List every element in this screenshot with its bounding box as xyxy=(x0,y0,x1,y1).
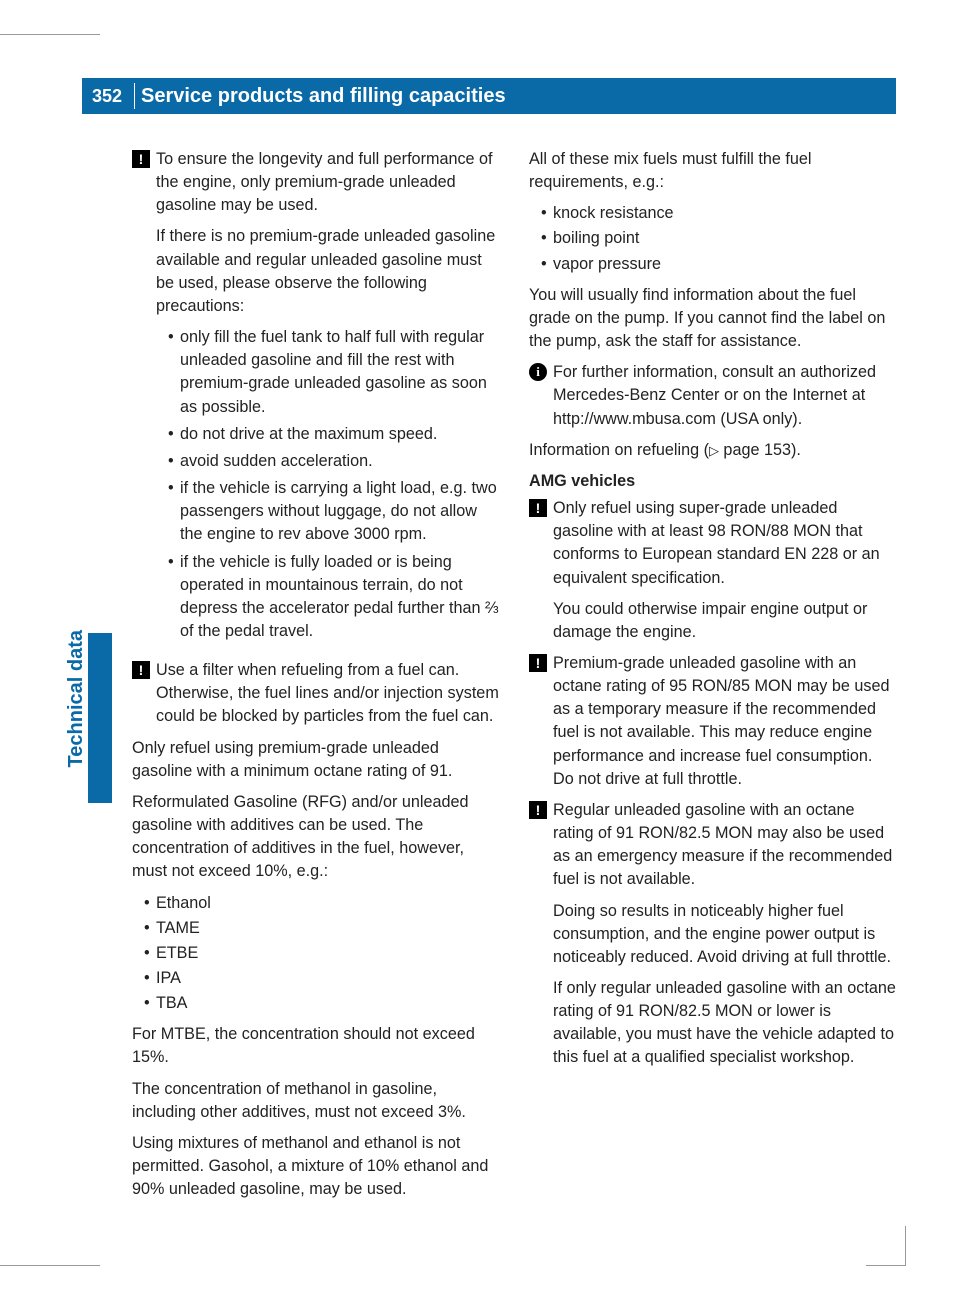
warning-note: ! Only refuel using super-grade unleaded… xyxy=(529,497,896,644)
page-number: 352 xyxy=(82,78,132,114)
body-content: ! To ensure the longevity and full perfo… xyxy=(132,148,896,1209)
paragraph: The concentration of methanol in gasolin… xyxy=(132,1078,499,1124)
paragraph: For further information, consult an auth… xyxy=(553,361,896,430)
note-body: To ensure the longevity and full perform… xyxy=(156,148,499,651)
left-column: ! To ensure the longevity and full perfo… xyxy=(132,148,499,1209)
fuel-req-list: knock resistance boiling point vapor pre… xyxy=(529,202,896,275)
paragraph: Use a filter when refueling from a fuel … xyxy=(156,659,499,728)
paragraph: If only regular unleaded gasoline with a… xyxy=(553,977,896,1070)
exclamation-icon: ! xyxy=(132,661,150,679)
list-item: TBA xyxy=(144,992,499,1015)
warning-note: ! Premium-grade unleaded gasoline with a… xyxy=(529,652,896,791)
paragraph: Doing so results in noticeably higher fu… xyxy=(553,900,896,969)
list-item: vapor pressure xyxy=(541,253,896,276)
exclamation-icon: ! xyxy=(529,654,547,672)
additive-list: Ethanol TAME ETBE IPA TBA xyxy=(132,892,499,1016)
list-item: Ethanol xyxy=(144,892,499,915)
list-item: TAME xyxy=(144,917,499,940)
paragraph: You could otherwise impair engine output… xyxy=(553,598,896,644)
header-title: Service products and filling capacities xyxy=(141,85,506,108)
text: page 153). xyxy=(719,441,801,459)
exclamation-icon: ! xyxy=(529,801,547,819)
right-column: All of these mix fuels must fulfill the … xyxy=(529,148,896,1209)
paragraph: For MTBE, the concentration should not e… xyxy=(132,1023,499,1069)
note-body: Premium-grade unleaded gasoline with an … xyxy=(553,652,896,791)
paragraph: Premium-grade unleaded gasoline with an … xyxy=(553,652,896,791)
warning-note: ! Regular unleaded gasoline with an octa… xyxy=(529,799,896,1070)
paragraph: All of these mix fuels must fulfill the … xyxy=(529,148,896,194)
list-item: avoid sudden acceleration. xyxy=(168,450,499,473)
note-body: For further information, consult an auth… xyxy=(553,361,896,430)
warning-note: ! To ensure the longevity and full perfo… xyxy=(132,148,499,651)
paragraph: Only refuel using super-grade unleaded g… xyxy=(553,497,896,590)
list-item: do not drive at the maximum speed. xyxy=(168,423,499,446)
list-item: if the vehicle is fully loaded or is bei… xyxy=(168,551,499,644)
crop-mark-bottom-left xyxy=(0,1265,100,1266)
note-body: Only refuel using super-grade unleaded g… xyxy=(553,497,896,644)
warning-note: ! Use a filter when refueling from a fue… xyxy=(132,659,499,728)
crop-mark-bottom-right xyxy=(866,1226,906,1266)
crop-mark-top xyxy=(0,34,100,35)
triangle-icon: ▷ xyxy=(709,443,719,458)
paragraph: To ensure the longevity and full perform… xyxy=(156,148,499,217)
note-body: Use a filter when refueling from a fuel … xyxy=(156,659,499,728)
section-heading: AMG vehicles xyxy=(529,470,896,493)
exclamation-icon: ! xyxy=(529,499,547,517)
list-item: boiling point xyxy=(541,227,896,250)
precaution-list: only fill the fuel tank to half full wit… xyxy=(156,326,499,643)
paragraph: If there is no premium-grade unleaded ga… xyxy=(156,225,499,318)
paragraph: You will usually find information about … xyxy=(529,284,896,353)
list-item: if the vehicle is carrying a light load,… xyxy=(168,477,499,546)
info-note: i For further information, consult an au… xyxy=(529,361,896,430)
header-divider xyxy=(134,83,135,109)
list-item: only fill the fuel tank to half full wit… xyxy=(168,326,499,419)
side-tab-label: Technical data xyxy=(65,630,88,767)
list-item: IPA xyxy=(144,967,499,990)
paragraph: Information on refueling (▷ page 153). xyxy=(529,439,896,462)
page-header: 352 Service products and filling capacit… xyxy=(88,78,896,114)
paragraph: Reformulated Gasoline (RFG) and/or unlea… xyxy=(132,791,499,884)
list-item: ETBE xyxy=(144,942,499,965)
text: Information on refueling ( xyxy=(529,441,709,459)
paragraph: Using mixtures of methanol and ethanol i… xyxy=(132,1132,499,1201)
exclamation-icon: ! xyxy=(132,150,150,168)
info-icon: i xyxy=(529,363,547,381)
paragraph: Only refuel using premium-grade unleaded… xyxy=(132,737,499,783)
side-tab-marker xyxy=(88,633,112,803)
paragraph: Regular unleaded gasoline with an octane… xyxy=(553,799,896,892)
list-item: knock resistance xyxy=(541,202,896,225)
note-body: Regular unleaded gasoline with an octane… xyxy=(553,799,896,1070)
